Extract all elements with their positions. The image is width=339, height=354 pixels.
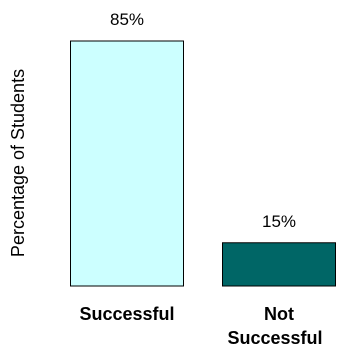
data-labels-group: 85% 15% xyxy=(110,10,296,231)
x-tick-label-successful: Successful xyxy=(79,304,174,324)
x-tick-label-not-successful: Not Successful xyxy=(227,304,322,348)
data-label-successful: 85% xyxy=(110,10,144,29)
data-label-not-successful: 15% xyxy=(262,212,296,231)
bars-group xyxy=(70,40,336,287)
bar-successful xyxy=(70,40,184,287)
bar-not-successful xyxy=(222,242,336,287)
x-tick-labels-group: Successful Not Successful xyxy=(79,304,322,348)
y-axis-label: Percentage of Students xyxy=(8,69,28,257)
